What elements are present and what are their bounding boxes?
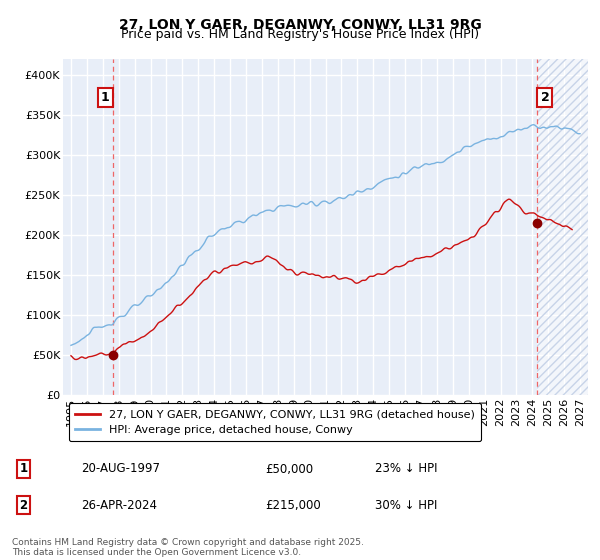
Text: 27, LON Y GAER, DEGANWY, CONWY, LL31 9RG: 27, LON Y GAER, DEGANWY, CONWY, LL31 9RG bbox=[119, 18, 481, 32]
Text: £50,000: £50,000 bbox=[265, 463, 314, 475]
Text: £215,000: £215,000 bbox=[265, 499, 321, 512]
Text: 1: 1 bbox=[101, 91, 110, 104]
Legend: 27, LON Y GAER, DEGANWY, CONWY, LL31 9RG (detached house), HPI: Average price, d: 27, LON Y GAER, DEGANWY, CONWY, LL31 9RG… bbox=[68, 403, 481, 441]
Text: 20-AUG-1997: 20-AUG-1997 bbox=[81, 463, 160, 475]
Text: 2: 2 bbox=[541, 91, 550, 104]
Text: 2: 2 bbox=[19, 499, 28, 512]
Text: 23% ↓ HPI: 23% ↓ HPI bbox=[375, 463, 437, 475]
Text: 30% ↓ HPI: 30% ↓ HPI bbox=[375, 499, 437, 512]
Text: Price paid vs. HM Land Registry's House Price Index (HPI): Price paid vs. HM Land Registry's House … bbox=[121, 28, 479, 41]
Bar bbox=[538, 59, 588, 395]
Text: Contains HM Land Registry data © Crown copyright and database right 2025.
This d: Contains HM Land Registry data © Crown c… bbox=[12, 538, 364, 557]
Text: 1: 1 bbox=[19, 463, 28, 475]
Text: 26-APR-2024: 26-APR-2024 bbox=[81, 499, 157, 512]
